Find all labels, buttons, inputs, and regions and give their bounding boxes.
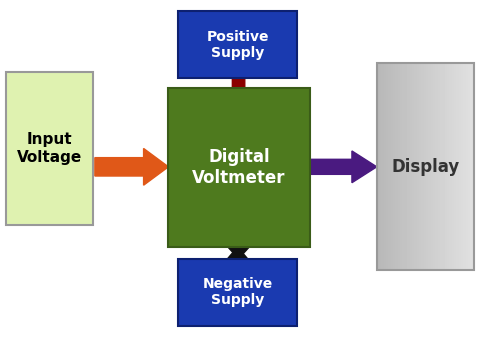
FancyArrow shape (225, 78, 252, 122)
FancyBboxPatch shape (178, 259, 297, 326)
FancyBboxPatch shape (168, 88, 310, 247)
Text: Digital
Voltmeter: Digital Voltmeter (192, 148, 286, 187)
Text: Negative
Supply: Negative Supply (202, 277, 272, 307)
Text: Positive
Supply: Positive Supply (206, 30, 269, 60)
Text: Display: Display (391, 158, 460, 176)
Text: Input
Voltage: Input Voltage (17, 132, 82, 165)
FancyBboxPatch shape (178, 11, 297, 78)
FancyBboxPatch shape (6, 71, 94, 225)
FancyArrow shape (95, 148, 168, 185)
FancyArrow shape (310, 151, 377, 183)
FancyArrow shape (225, 244, 252, 259)
FancyArrow shape (224, 247, 250, 262)
